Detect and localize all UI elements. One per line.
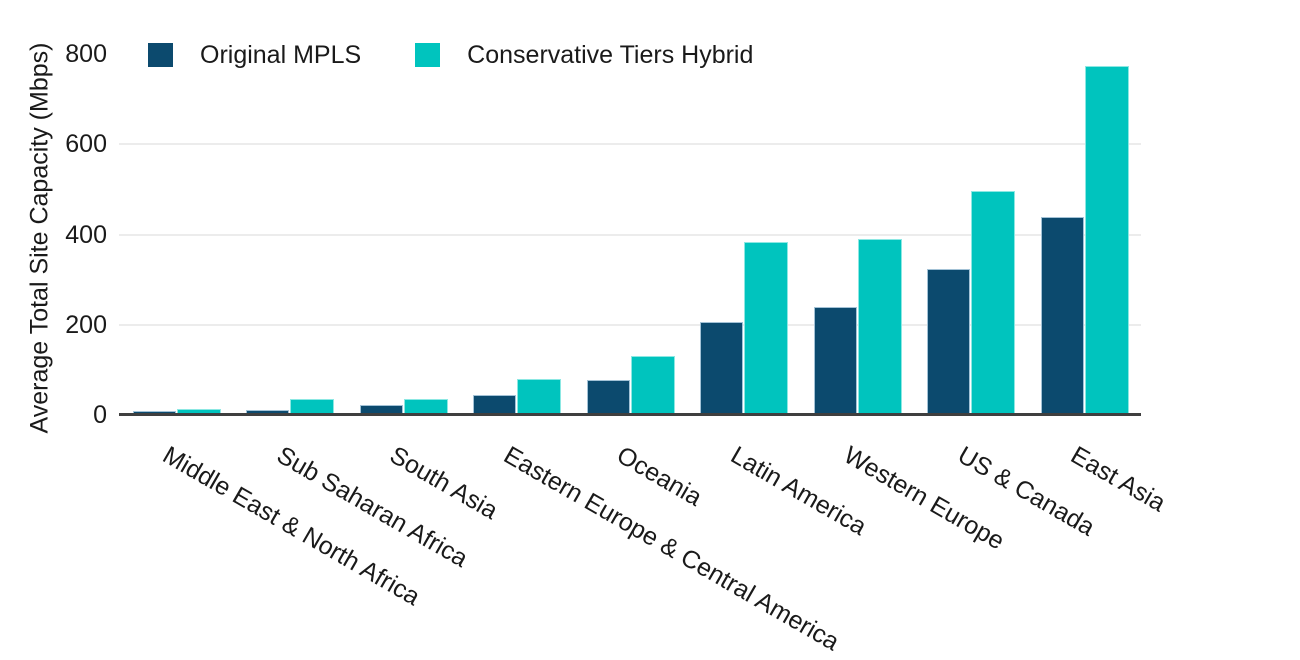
gridline-600 — [119, 143, 1141, 146]
legend: Original MPLS Conservative Tiers Hybrid — [148, 41, 753, 69]
legend-label-conservative-tiers-hybrid: Conservative Tiers Hybrid — [467, 41, 754, 69]
bar-conservative-tiers-hybrid-us-canada — [971, 191, 1015, 415]
legend-label-original-mpls: Original MPLS — [200, 41, 362, 69]
bar-original-mpls-western-europe — [813, 307, 857, 415]
bar-conservative-tiers-hybrid-middle-east-north-africa — [176, 409, 221, 415]
legend-swatch-original-mpls — [148, 43, 173, 67]
gridline-400 — [119, 233, 1141, 236]
bar-conservative-tiers-hybrid-south-asia — [403, 399, 448, 415]
bar-original-mpls-south-asia — [359, 405, 403, 415]
y-tick-label-800: 800 — [65, 40, 107, 68]
bar-original-mpls-us-canada — [927, 269, 970, 415]
y-tick-label-600: 600 — [65, 130, 107, 159]
y-tick-label-0: 0 — [93, 401, 107, 429]
y-tick-label-400: 400 — [65, 220, 107, 249]
bar-conservative-tiers-hybrid-latin-america — [744, 242, 788, 415]
bar-conservative-tiers-hybrid-sub-saharan-africa — [290, 399, 334, 415]
x-axis-line — [119, 413, 1141, 416]
x-tick-label-sub-saharan-africa: Sub Saharan Africa — [271, 441, 473, 573]
x-tick-label-east-asia: East Asia — [1066, 441, 1171, 518]
bar-original-mpls-latin-america — [700, 322, 743, 415]
bar-original-mpls-east-asia — [1040, 217, 1084, 415]
bar-conservative-tiers-hybrid-eastern-europe-central-america — [517, 379, 561, 415]
legend-item-original-mpls[interactable]: Original MPLS — [148, 41, 361, 69]
x-tick-label-oceania: Oceania — [612, 441, 707, 512]
bar-conservative-tiers-hybrid-western-europe — [857, 239, 902, 415]
bar-original-mpls-oceania — [586, 380, 630, 415]
gridline-200 — [119, 323, 1141, 326]
legend-swatch-conservative-tiers-hybrid — [415, 43, 441, 67]
legend-item-conservative-tiers-hybrid[interactable]: Conservative Tiers Hybrid — [415, 41, 753, 69]
bar-conservative-tiers-hybrid-oceania — [630, 356, 675, 415]
bar-conservative-tiers-hybrid-east-asia — [1084, 66, 1129, 415]
y-tick-label-200: 200 — [65, 310, 107, 339]
bar-original-mpls-sub-saharan-africa — [246, 410, 289, 415]
bar-original-mpls-eastern-europe-central-america — [473, 395, 516, 415]
